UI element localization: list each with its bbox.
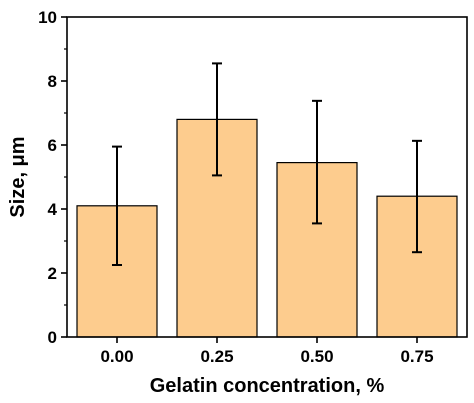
y-tick-label-2: 2	[48, 264, 57, 283]
x-tick-label-0.25: 0.25	[200, 347, 233, 366]
x-ticks-layer: 0.00 0.25 0.50 0.75	[100, 337, 434, 366]
error-bars-layer	[112, 62, 422, 266]
y-tick-label-4: 4	[48, 200, 58, 219]
x-tick-label-0.50: 0.50	[300, 347, 333, 366]
x-axis-title: Gelatin concentration, %	[150, 375, 385, 397]
y-axis-title: Size, μm	[7, 136, 29, 217]
x-tick-label-0.75: 0.75	[400, 347, 433, 366]
x-tick-label-0.00: 0.00	[100, 347, 133, 366]
y-tick-label-10: 10	[38, 8, 57, 27]
y-tick-label-6: 6	[48, 136, 57, 155]
bars-layer	[76, 118, 458, 338]
y-tick-label-8: 8	[48, 72, 57, 91]
y-ticks-layer: 0 2 4 6 8 10	[38, 8, 67, 347]
y-tick-label-0: 0	[48, 328, 57, 347]
